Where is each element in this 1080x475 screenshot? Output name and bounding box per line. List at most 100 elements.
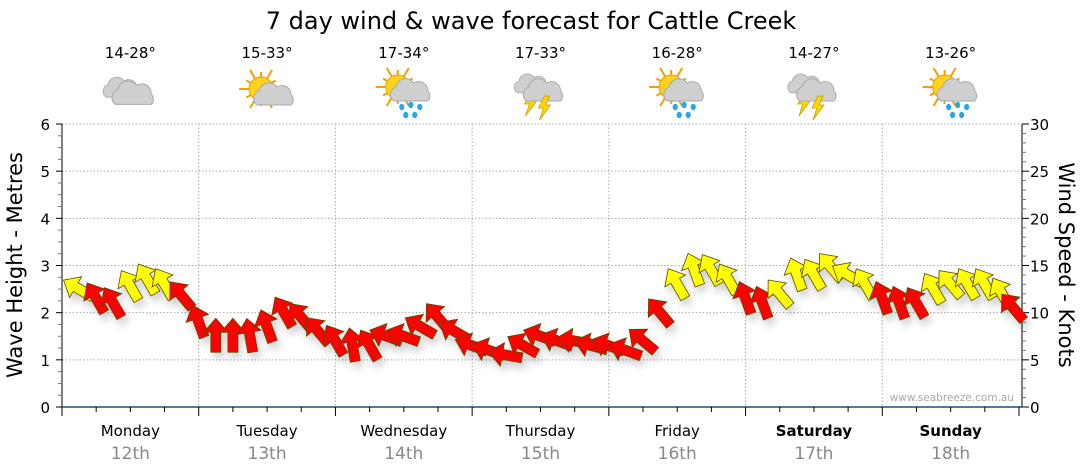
rain-drop bbox=[685, 111, 691, 119]
rain-drop bbox=[690, 103, 696, 111]
day-columns: 14-28° Monday 12th 15-33° Tuesday 13th 17-34° W… bbox=[101, 44, 982, 464]
wind-arrows bbox=[62, 252, 1028, 368]
left-tick-label: 5 bbox=[40, 163, 50, 181]
day-temperature: 14-27° bbox=[788, 44, 839, 62]
left-axis-label: Wave Height - Metres bbox=[3, 152, 27, 378]
day-column: 16-28° Friday 16th bbox=[649, 44, 704, 464]
left-tick-label: 6 bbox=[40, 116, 50, 134]
rain-drop bbox=[672, 103, 678, 111]
right-tick-label: 10 bbox=[1030, 305, 1049, 323]
wind-arrow bbox=[253, 309, 278, 345]
cloud-shape bbox=[663, 78, 704, 102]
day-column: 14-28° Monday 12th bbox=[101, 44, 160, 464]
lightning-bolt bbox=[811, 95, 825, 121]
wind-arrow bbox=[608, 337, 644, 362]
day-column: 14-27° Saturday 17th bbox=[776, 44, 853, 464]
right-axis-label: Wind Speed - Knots bbox=[1054, 162, 1078, 367]
wind-arrow bbox=[220, 317, 246, 353]
left-tick-label: 0 bbox=[40, 399, 50, 417]
day-temperature: 13-26° bbox=[925, 44, 976, 62]
wind-arrow bbox=[767, 279, 795, 310]
cloud-shape bbox=[936, 78, 978, 102]
day-name-label: Saturday bbox=[776, 422, 853, 440]
cloud-shape bbox=[111, 80, 154, 105]
rain-drop bbox=[950, 111, 956, 119]
wind-arrow bbox=[100, 287, 127, 321]
wind-arrow bbox=[1001, 293, 1028, 324]
day-temperature: 17-34° bbox=[378, 44, 429, 62]
rain-drop bbox=[959, 111, 965, 119]
right-tick-label: 15 bbox=[1030, 258, 1049, 276]
day-name-label: Thursday bbox=[505, 422, 576, 440]
wind-arrow bbox=[903, 287, 930, 321]
left-tick-label: 1 bbox=[40, 352, 50, 370]
day-date-label: 12th bbox=[111, 444, 150, 464]
day-date-label: 14th bbox=[384, 444, 423, 464]
wind-arrow bbox=[647, 298, 675, 329]
left-tick-label: 2 bbox=[40, 305, 50, 323]
axes: 0 1 2 3 4 5 6 0 5 10 15 20 25 30 bbox=[40, 116, 1049, 417]
rain-drop bbox=[403, 111, 409, 119]
cloudy-icon bbox=[102, 76, 154, 105]
cloud-shape bbox=[796, 78, 837, 102]
day-column: 17-33° Thursday 15th bbox=[505, 44, 576, 464]
grid bbox=[62, 123, 1019, 407]
right-tick-label: 5 bbox=[1030, 352, 1040, 370]
chart-title: 7 day wind & wave forecast for Cattle Cr… bbox=[266, 7, 797, 35]
day-date-label: 13th bbox=[248, 444, 287, 464]
cloud-shape bbox=[390, 78, 431, 102]
day-name-label: Wednesday bbox=[360, 422, 447, 440]
wind-arrow bbox=[386, 322, 422, 348]
day-column: 13-26° Sunday 18th bbox=[919, 44, 982, 464]
day-name-label: Friday bbox=[654, 422, 700, 440]
right-tick-label: 20 bbox=[1030, 210, 1049, 228]
sun-rain-icon bbox=[375, 67, 431, 119]
day-date-label: 16th bbox=[658, 444, 697, 464]
day-column: 15-33° Tuesday 13th bbox=[236, 44, 298, 464]
left-tick-label: 3 bbox=[40, 258, 50, 276]
wind-arrow bbox=[628, 328, 660, 356]
right-tick-label: 0 bbox=[1030, 399, 1040, 417]
watermark: www.seabreeze.com.au bbox=[890, 392, 1014, 404]
rain-drop bbox=[412, 111, 418, 119]
rain-drop bbox=[946, 103, 952, 111]
rain-drop bbox=[964, 103, 970, 111]
wind-arrow bbox=[507, 332, 541, 359]
day-column: 17-34° Wednesday 14th bbox=[360, 44, 447, 464]
sun-rain-icon bbox=[649, 67, 704, 119]
sun-rain-icon bbox=[922, 67, 978, 119]
wind-arrow bbox=[938, 270, 966, 301]
day-temperature: 17-33° bbox=[515, 44, 566, 62]
rain-drop bbox=[681, 101, 687, 109]
rain-drop bbox=[676, 111, 682, 119]
cloud-shape bbox=[522, 78, 564, 102]
day-temperature: 16-28° bbox=[652, 44, 703, 62]
left-tick-label: 4 bbox=[40, 210, 50, 228]
day-name-label: Sunday bbox=[919, 422, 982, 440]
wind-arrow bbox=[404, 313, 438, 340]
cloud-shape bbox=[253, 82, 294, 106]
day-temperature: 14-28° bbox=[105, 44, 156, 62]
storm-icon bbox=[787, 73, 837, 121]
wind-arrow bbox=[487, 341, 524, 368]
day-date-label: 17th bbox=[794, 444, 833, 464]
wind-arrow bbox=[322, 324, 349, 358]
right-tick-label: 30 bbox=[1030, 116, 1049, 134]
day-date-label: 15th bbox=[521, 444, 560, 464]
partly-cloudy-icon bbox=[239, 69, 294, 109]
rain-drop bbox=[417, 103, 423, 111]
wind-arrow bbox=[185, 304, 210, 340]
storm-icon bbox=[513, 73, 564, 121]
wind-arrow bbox=[852, 268, 879, 302]
day-name-label: Monday bbox=[101, 422, 160, 440]
day-temperature: 15-33° bbox=[242, 44, 293, 62]
wind-arrow bbox=[664, 268, 691, 302]
rain-drop bbox=[399, 103, 405, 111]
day-date-label: 18th bbox=[931, 444, 970, 464]
day-name-label: Tuesday bbox=[236, 422, 298, 440]
right-tick-label: 25 bbox=[1030, 163, 1049, 181]
lightning-bolt bbox=[537, 95, 552, 121]
rain-drop bbox=[408, 101, 414, 109]
rain-drop bbox=[955, 101, 961, 109]
